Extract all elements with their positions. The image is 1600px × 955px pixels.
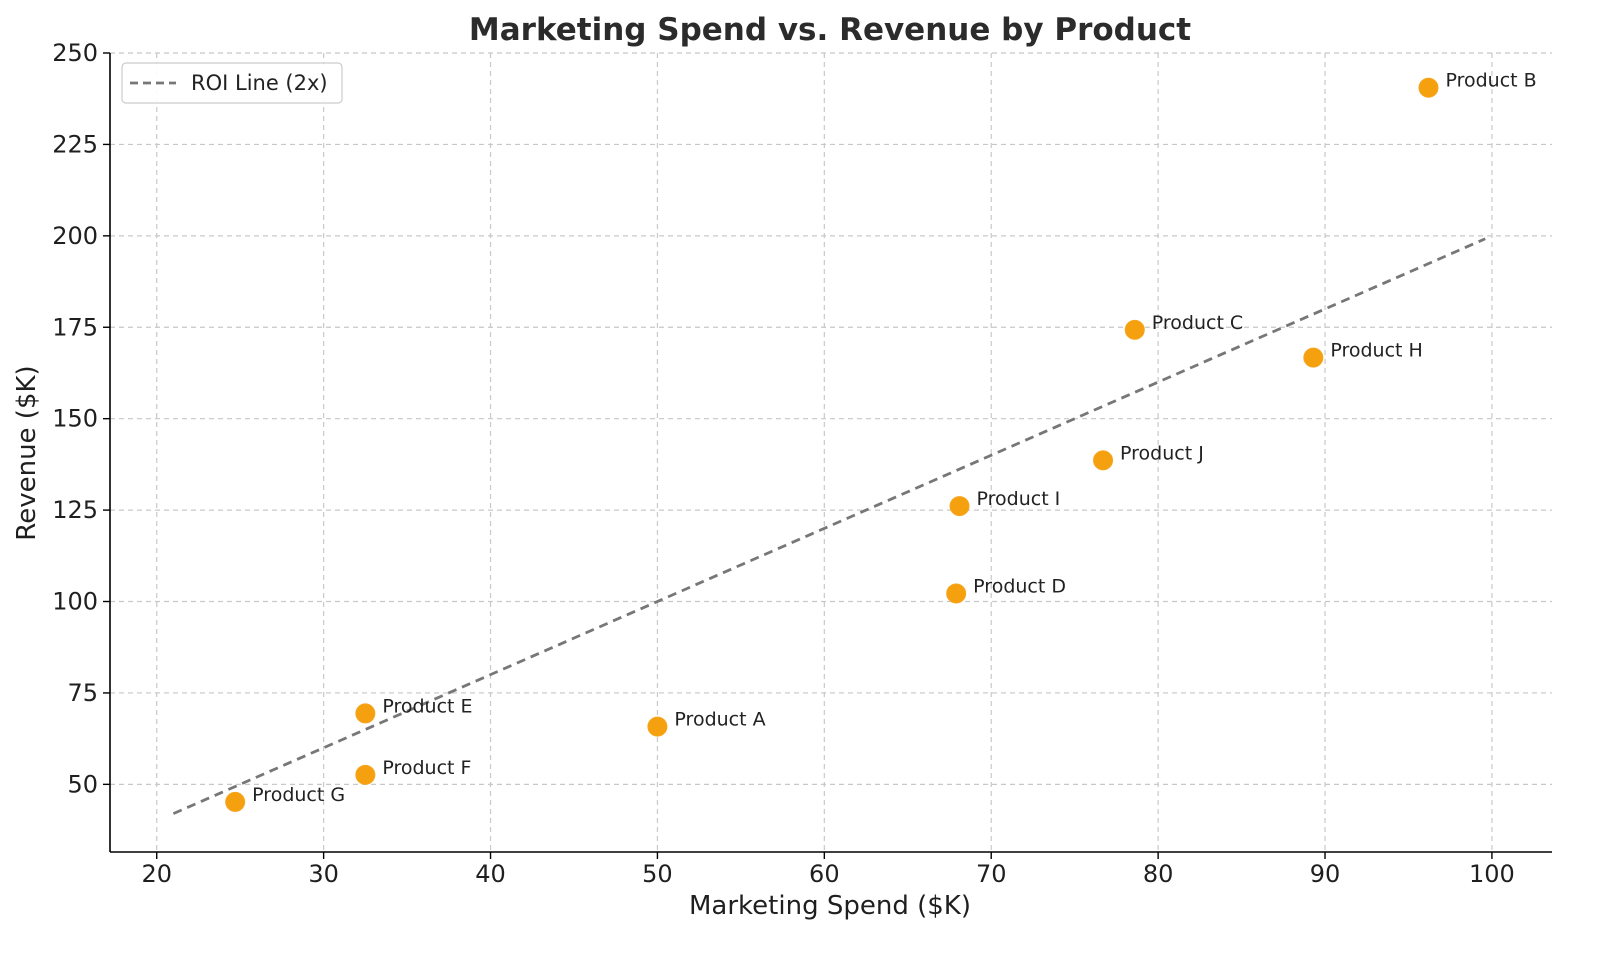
roi-line (172, 237, 1486, 815)
point-label-product-d: Product D (973, 575, 1066, 597)
point-label-product-c: Product C (1152, 312, 1243, 334)
point-label-product-i: Product I (977, 488, 1061, 510)
x-tick-label: 90 (1310, 860, 1341, 888)
x-tick-label: 40 (475, 860, 506, 888)
y-axis-label: Revenue ($K) (12, 365, 42, 540)
data-point-product-j (1093, 450, 1114, 471)
data-point-product-d (946, 583, 967, 604)
x-tick-label: 50 (642, 860, 673, 888)
y-tick-label: 150 (52, 405, 98, 433)
point-label-product-f: Product F (382, 757, 471, 779)
legend: ROI Line (2x) (121, 62, 343, 104)
axes: 20 30 40 50 60 70 80 90 100 50 75 100 125 150 175 200 22… (52, 39, 1552, 888)
data-point-product-a (647, 716, 668, 737)
data-point-product-i (949, 496, 970, 517)
y-tick-label: 50 (67, 770, 98, 798)
x-tick-label: 70 (976, 860, 1007, 888)
data-point-product-b (1418, 77, 1439, 98)
point-label-product-j: Product J (1120, 442, 1204, 464)
data-point-product-e (355, 703, 376, 724)
point-label-product-e: Product E (382, 695, 472, 717)
data-point-product-c (1124, 319, 1145, 340)
y-tick-label: 125 (52, 496, 98, 524)
x-tick-label: 100 (1469, 860, 1515, 888)
legend-entry-roi-line: ROI Line (2x) (191, 71, 328, 95)
grid (110, 52, 1552, 852)
x-tick-label: 60 (809, 860, 840, 888)
point-label-product-a: Product A (674, 709, 765, 731)
chart-title: Marketing Spend vs. Revenue by Product (469, 12, 1191, 48)
data-point-product-f (355, 764, 376, 785)
y-tick-label: 175 (52, 313, 98, 341)
legend-frame (121, 62, 343, 104)
data-points (225, 77, 1439, 812)
y-tick-label: 200 (52, 222, 98, 250)
x-tick-label: 80 (1143, 860, 1174, 888)
y-tick-label: 100 (52, 588, 98, 616)
y-tick-label: 225 (52, 130, 98, 158)
x-tick-label: 20 (141, 860, 172, 888)
data-point-product-h (1303, 347, 1324, 368)
point-labels: Product A Product B Product C Product D Prod… (252, 70, 1537, 806)
y-tick-label: 250 (52, 39, 98, 67)
data-point-product-g (225, 791, 246, 812)
roi-line-layer (172, 237, 1486, 815)
x-axis-label: Marketing Spend ($K) (689, 891, 971, 921)
point-label-product-b: Product B (1445, 70, 1536, 92)
point-label-product-h: Product H (1330, 340, 1422, 362)
y-tick-label: 75 (67, 679, 98, 707)
x-tick-label: 30 (308, 860, 339, 888)
point-label-product-g: Product G (252, 784, 345, 806)
